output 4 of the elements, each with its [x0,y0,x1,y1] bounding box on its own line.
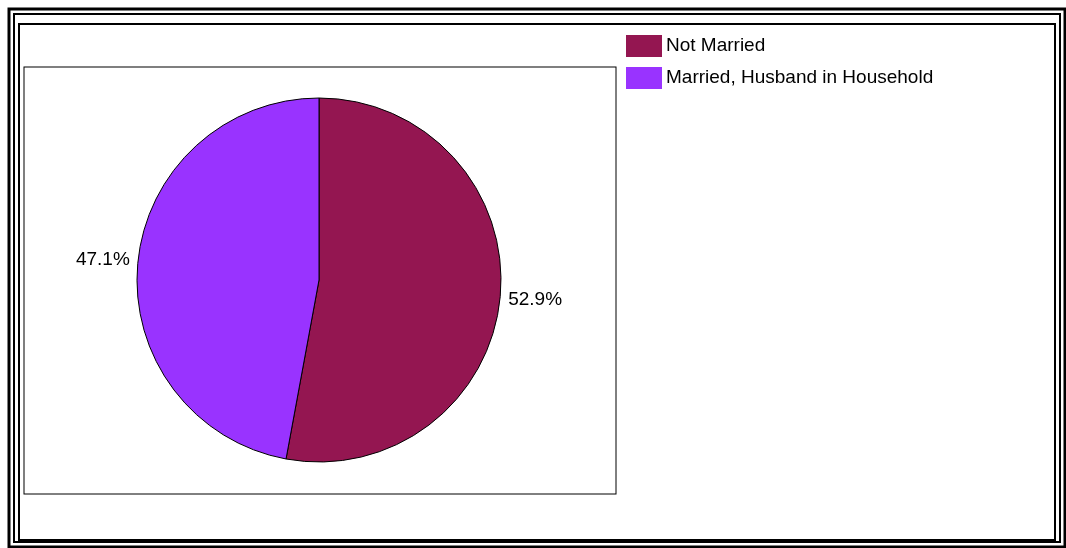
data-label: 52.9% [508,287,563,309]
legend-label: Married, Husband in Household [666,66,934,88]
legend-label: Not Married [666,34,766,56]
data-label: 47.1% [75,248,130,270]
